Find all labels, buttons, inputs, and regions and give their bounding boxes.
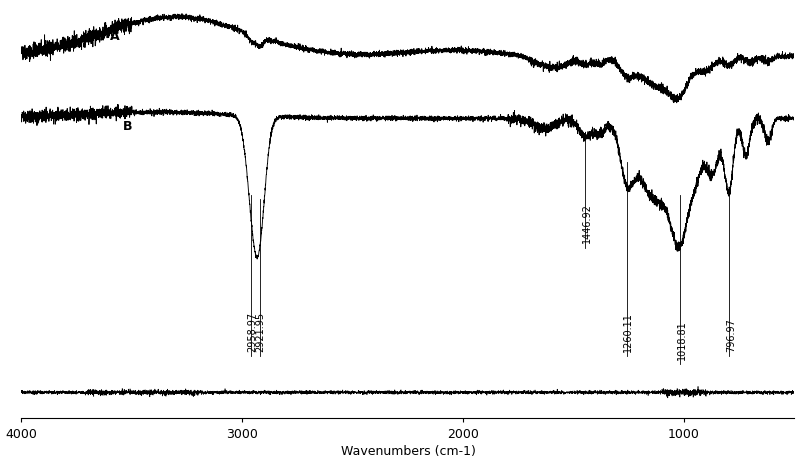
Text: 2921.95: 2921.95	[255, 311, 266, 351]
Text: 1446.92: 1446.92	[582, 203, 592, 243]
Text: A: A	[110, 30, 119, 43]
Text: 2958.97: 2958.97	[247, 311, 258, 351]
Text: B: B	[123, 119, 133, 132]
Text: 1260.11: 1260.11	[623, 312, 634, 351]
Text: 796.97: 796.97	[726, 318, 736, 351]
X-axis label: Wavenumbers (cm-1): Wavenumbers (cm-1)	[341, 444, 475, 457]
Text: 1018.81: 1018.81	[677, 320, 686, 360]
